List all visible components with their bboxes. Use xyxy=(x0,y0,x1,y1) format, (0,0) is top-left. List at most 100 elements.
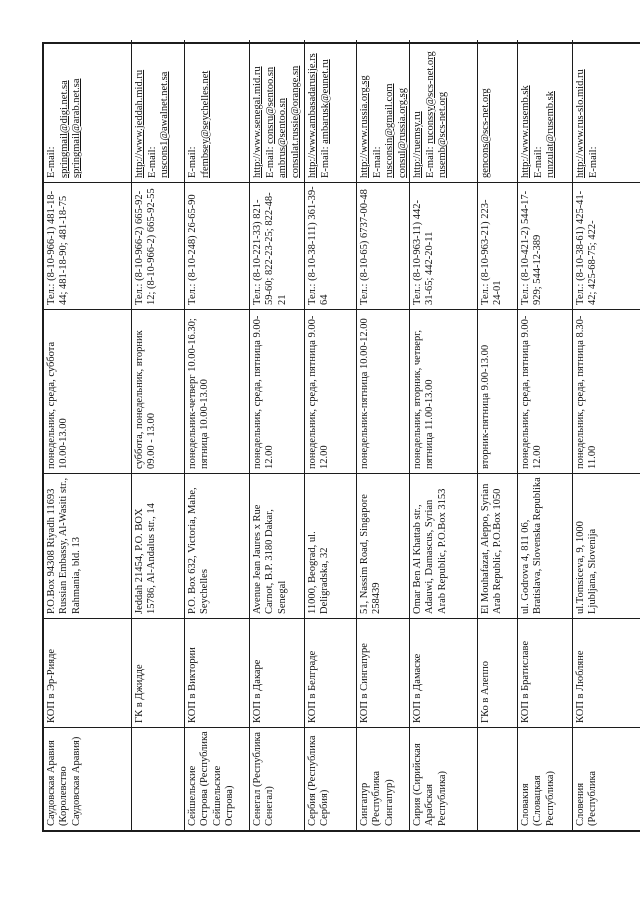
text-line: runzulat@rusemb.sk xyxy=(545,43,558,178)
contacts-cell-row3: E-mail: rfembsey@seychelles.net xyxy=(185,40,250,182)
address-cell-row2: Jeddah 21454, P.O. BOX 15786, Al-Andalus… xyxy=(132,473,185,618)
contacts-cell-row8: gencons@scs-net.org xyxy=(478,40,518,182)
text-line: springmail@digi.net.sa xyxy=(59,43,72,178)
schedule-cell-row9: понедельник, среда, пятница 9.00-12.00 xyxy=(518,309,573,473)
phone-cell-row8: Тел.: (8-10-963-21) 223-24-01 xyxy=(478,182,518,309)
schedule-cell-row5: понедельник, среда, пятница 9.00-12.00 xyxy=(305,309,357,473)
link-text: runzulat@rusemb.sk xyxy=(545,91,557,178)
label-text: E-mail: xyxy=(587,146,599,179)
contacts-cell-row10: http://www.rus-slo.mid.ru E-mail: xyxy=(573,40,640,182)
schedule-cell-row1: понедельник, среда, суббота 10.00-13.00 xyxy=(44,309,132,473)
consulate-cell-row2: ГК в Джидде xyxy=(132,618,185,727)
phone-cell-row5: Тел.: (8-10-38-111) 361-39-64 xyxy=(305,182,357,309)
text-line: E-mail: consru@sentoo.sn xyxy=(265,43,278,178)
text-line: ambrus@sentoo.sn xyxy=(277,43,290,178)
text-line: E-mail: xyxy=(187,43,200,179)
link-text: consul@russia.org.sg xyxy=(396,88,408,178)
contacts-cell-row4: http://www.senegal.mid.ru E-mail: consru@… xyxy=(250,40,305,182)
address-cell-row5: 11000, Beograd, ul. Deligradska, 32 xyxy=(305,473,357,618)
schedule-cell-row7: понедельник, вторник, четверг, пятница 1… xyxy=(410,309,478,473)
address-cell-row3: P.O. Box 632, Victoria, Mahe, Seychelles xyxy=(185,473,250,618)
country-cell-row7: Сирия (Сирийская Арабская Республика) xyxy=(410,727,478,830)
schedule-cell-row6: понедельник-пятница 10.00-12.00 xyxy=(357,309,410,473)
address-cell-row9: ul. Godrova 4, 811 06, Bratislava, Slove… xyxy=(518,473,573,618)
consulate-cell-row10: КОП в Любляне xyxy=(573,618,640,727)
link-text: http://www.senegal.mid.ru xyxy=(252,66,263,178)
text-line: rusemb@scs-net.org xyxy=(437,43,450,178)
consulate-cell-row4: КОП в Дакаре xyxy=(250,618,305,727)
country-cell-row8 xyxy=(478,727,518,830)
country-cell-row1: Саудовская Аравия (Королевство Саудовска… xyxy=(44,727,132,830)
text-line: consul@russia.org.sg xyxy=(397,43,410,178)
country-cell-row6: Сингапур (Республика Сингапур) xyxy=(357,727,410,830)
link-text: ambrus@sentoo.sn xyxy=(277,98,289,178)
label-text: E-mail: xyxy=(146,146,158,179)
phone-cell-row6: Тел.: (8-10-65) 6737-00-48 xyxy=(357,182,410,309)
consulate-cell-row8: ГКо в Алеппо xyxy=(478,618,518,727)
link-text: http://www.rus-slo.mid.ru xyxy=(575,69,586,178)
schedule-cell-row10: понедельник, среда, пятница 8.30-11.00 xyxy=(573,309,640,473)
text-line: E-mail: xyxy=(146,43,160,179)
text-line: ruscons1@awalnet.net.sa xyxy=(159,43,172,178)
contacts-cell-row5: http://www.ambasadarusije.rs E-mail: amba… xyxy=(305,40,357,182)
text-line: rusconsin@gmail.com xyxy=(384,43,397,178)
contacts-cell-row7: http://ruemsy.ru E-mail: ruconssy@scs-net… xyxy=(410,40,478,182)
link-text: gencons@scs-net.org xyxy=(480,88,491,178)
link-text: ruscons1@awalnet.net.sa xyxy=(159,71,171,178)
text-line: http://www.russia.org.sg xyxy=(359,43,372,178)
label-text: E-mail: xyxy=(532,146,544,179)
phone-cell-row2: Тел.: (8-10-966-2) 665-92-12; (8-10-966-… xyxy=(132,182,185,309)
link-text: springmail@digi.net.sa xyxy=(58,80,70,178)
address-cell-row7: Omar Ben Al Khattab str., Adauwi, Damasc… xyxy=(410,473,478,618)
schedule-cell-row8: вторник-пятница 9.00-13.00 xyxy=(478,309,518,473)
text-line: http://www.rusemb.sk xyxy=(520,43,533,178)
phone-cell-row7: Тел.: (8-10-963-11) 442-31-65; 442-20-11 xyxy=(410,182,478,309)
label-text: E-mail: xyxy=(371,146,383,179)
text-line: rfembsey@seychelles.net xyxy=(200,43,213,178)
link-text: consulat.russie@orange.sn xyxy=(289,65,301,178)
phone-cell-row3: Тел.: (8-10-248) 26-65-90 xyxy=(185,182,250,309)
phone-cell-row9: Тел.: (8-10-421-2) 544-17-929; 544-12-38… xyxy=(518,182,573,309)
consulate-cell-row1: КОП в Эр-Рияде xyxy=(44,618,132,727)
text-line: http://www.senegal.mid.ru xyxy=(252,43,265,178)
contacts-cell-row1: E-mail: springmail@digi.net.sa springmail@… xyxy=(44,40,132,182)
schedule-cell-row4: понедельник, среда, пятница 9.00-12.00 xyxy=(250,309,305,473)
label-text: E-mail: xyxy=(187,146,198,179)
address-cell-row6: 51, Nassim Road, Singapore 258439 xyxy=(357,473,410,618)
address-cell-row8: El Mouhafazat, Aleppo, Syrian Arab Repub… xyxy=(478,473,518,618)
text-line: http://www.rus-slo.mid.ru xyxy=(575,43,588,178)
link-text: consru@sentoo.sn xyxy=(264,66,276,144)
link-text: ambarusk@eunet.ru xyxy=(319,59,331,144)
link-text: ruconssy@scs-net.org xyxy=(424,51,436,144)
link-text: http://www.rusemb.sk xyxy=(520,85,531,178)
text-line: http://www.ambasadarusije.rs xyxy=(307,43,320,178)
text-line: springmail@arab.net.sa xyxy=(71,43,84,178)
link-text: springmail@arab.net.sa xyxy=(71,78,83,178)
link-text: http://www.jeddah.mid.ru xyxy=(134,69,145,178)
phone-cell-row10: Тел.: (8-10-38-61) 425-41-42; 425-68-75;… xyxy=(573,182,640,309)
address-cell-row4: Avenue Jean Jaures x Rue Carnot, B.P. 31… xyxy=(250,473,305,618)
link-text: http://www.ambasadarusije.rs xyxy=(307,53,318,178)
country-cell-row2 xyxy=(132,727,185,830)
label-text: E-mail: xyxy=(46,146,57,179)
address-cell-row1: P.O.Box 94308 Riyadh 11693 Russian Embas… xyxy=(44,473,132,618)
country-cell-row9: Словакия (Словацкая Республика) xyxy=(518,727,573,830)
label-text: E-mail: xyxy=(424,143,436,179)
text-line: gencons@scs-net.org xyxy=(480,43,493,178)
text-line: E-mail: xyxy=(371,43,385,179)
label-text: E-mail: xyxy=(319,143,331,179)
phone-cell-row1: Тел.: (8-10-966-1) 481-18-44; 481-18-90;… xyxy=(44,182,132,309)
contacts-cell-row9: http://www.rusemb.sk E-mail: runzulat@ruse… xyxy=(518,40,573,182)
consulates-table: Саудовская Аравия (Королевство Саудовска… xyxy=(42,40,640,832)
link-text: http://ruemsy.ru xyxy=(412,111,423,178)
text-line: E-mail: ruconssy@scs-net.org xyxy=(425,43,438,178)
contacts-cell-row2: http://www.jeddah.mid.ru E-mail: ruscons1@… xyxy=(132,40,185,182)
text-line: E-mail: xyxy=(532,43,546,179)
consulate-cell-row6: КОП в Сингапуре xyxy=(357,618,410,727)
link-text: rusconsin@gmail.com xyxy=(384,83,396,178)
consulate-cell-row7: КОП в Дамаске xyxy=(410,618,478,727)
link-text: rusemb@scs-net.org xyxy=(437,91,449,178)
country-cell-row3: Сейшельские Острова (Республика Сейшельс… xyxy=(185,727,250,830)
address-cell-row10: ul.Tomsiceva, 9, 1000 Ljubljana, Sloveni… xyxy=(573,473,640,618)
